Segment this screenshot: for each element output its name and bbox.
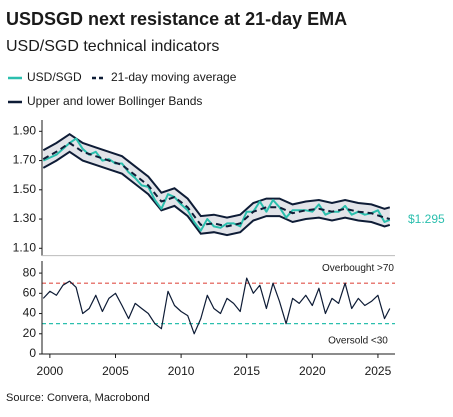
series-line (42, 277, 391, 335)
x-tick-label: 2010 (168, 364, 195, 378)
legend-label: Upper and lower Bollinger Bands (27, 94, 202, 108)
value-label: $1.295 (408, 212, 445, 226)
y-tick-label: 40 (23, 306, 37, 320)
x-tick-label: 2015 (233, 364, 260, 378)
y-tick-label: 80 (23, 265, 37, 279)
chart-title: USDSGD next resistance at 21-day EMA (6, 9, 347, 29)
y-tick-label: 1.70 (13, 153, 37, 167)
y-tick-label: 1.30 (13, 211, 37, 225)
legend-label: 21-day moving average (111, 70, 237, 84)
x-tick-label: 2005 (102, 364, 129, 378)
y-tick-label: 1.10 (13, 240, 37, 254)
threshold-label: Oversold <30 (328, 335, 388, 346)
lower-band (42, 150, 391, 237)
source: Source: Convera, Macrobond (6, 392, 150, 404)
series-line (42, 142, 391, 228)
y-tick-label: 1.50 (13, 182, 37, 196)
threshold-label: Overbought >70 (322, 263, 394, 274)
x-tick-label: 2020 (299, 364, 326, 378)
y-tick-label: 20 (23, 326, 37, 340)
x-tick-label: 2025 (365, 364, 392, 378)
y-tick-label: 0 (29, 346, 36, 360)
legend-label: USD/SGD (27, 70, 82, 84)
y-tick-label: 1.90 (13, 123, 37, 137)
upper-band (42, 132, 391, 219)
y-tick-label: 60 (23, 285, 37, 299)
x-tick-label: 2000 (37, 364, 64, 378)
chart-subtitle: USD/SGD technical indicators (6, 38, 219, 55)
